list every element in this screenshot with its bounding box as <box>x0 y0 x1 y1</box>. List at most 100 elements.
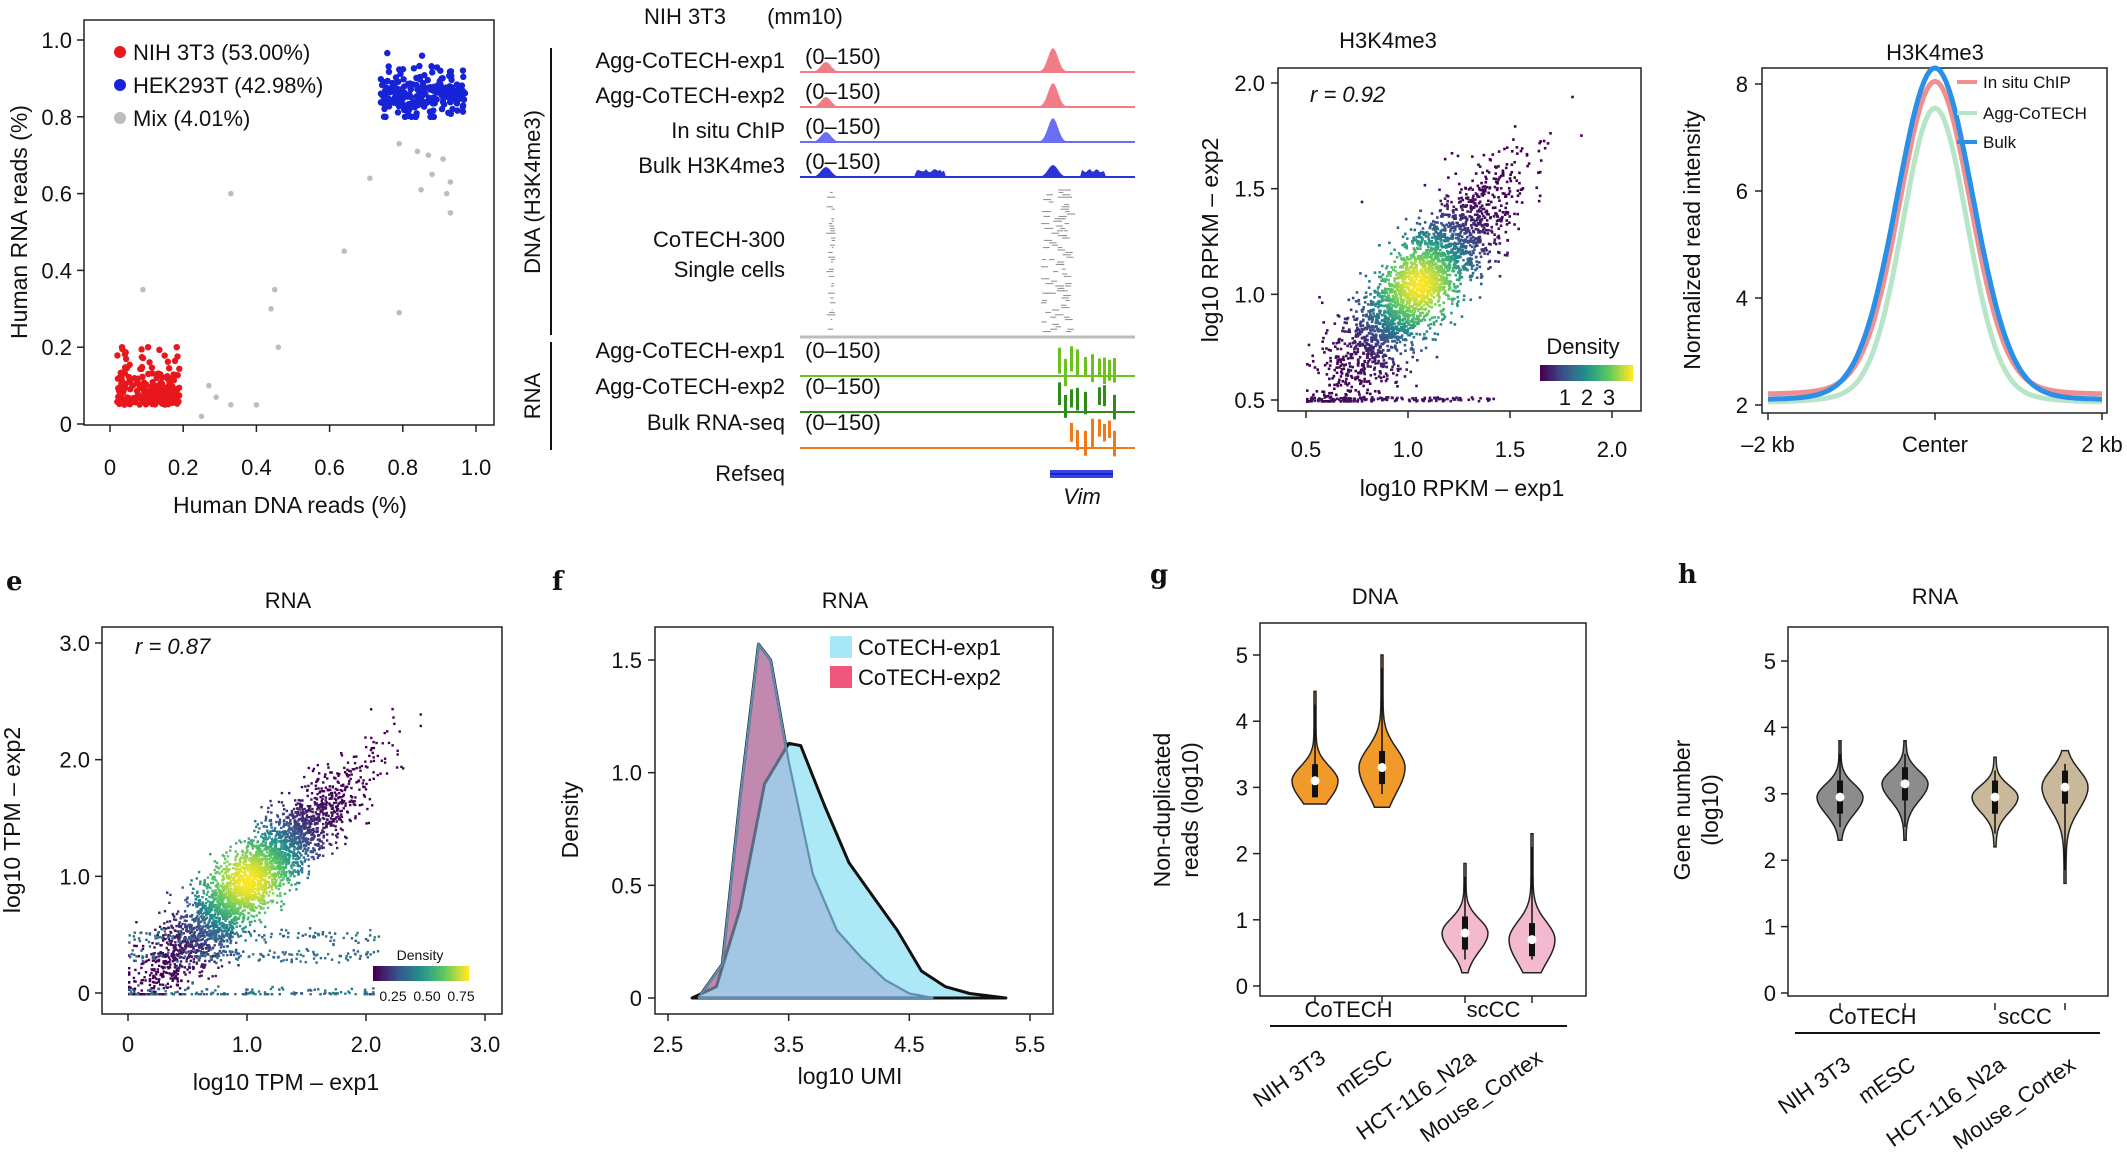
density-point <box>318 790 322 793</box>
density-point <box>1414 320 1417 324</box>
density-point <box>172 918 176 921</box>
density-point <box>314 784 318 787</box>
density-point <box>1373 325 1376 328</box>
density-point <box>1400 334 1404 337</box>
density-point <box>1363 326 1367 330</box>
density-point <box>1479 221 1482 225</box>
density-point <box>1431 275 1434 279</box>
density-point <box>1518 192 1522 195</box>
density-point <box>1494 242 1498 246</box>
density-point <box>1389 309 1392 313</box>
density-point <box>1448 262 1451 265</box>
density-point <box>1478 251 1482 255</box>
density-point <box>1379 275 1383 279</box>
density-point <box>239 841 243 844</box>
density-point <box>1427 263 1431 267</box>
density-point <box>1402 338 1405 342</box>
density-point <box>1469 238 1473 241</box>
colorbar-cell <box>1598 365 1603 381</box>
density-point <box>270 885 273 888</box>
density-point <box>1332 387 1336 391</box>
density-point <box>1474 227 1478 231</box>
panel-b-genome-browser: NIH 3T3 (mm10) DNA (H3K4me3) RNA Agg-CoT… <box>520 4 1135 509</box>
density-point <box>1414 250 1417 254</box>
density-point <box>240 896 244 899</box>
density-point <box>1394 283 1398 286</box>
density-point <box>1447 215 1451 218</box>
density-point <box>1417 231 1421 235</box>
density-point <box>1458 247 1462 251</box>
density-point <box>1410 256 1413 260</box>
point-nih3t3 <box>131 375 138 382</box>
density-point <box>128 966 131 970</box>
density-point <box>1439 310 1443 313</box>
density-point <box>1418 295 1422 299</box>
density-point <box>183 966 187 969</box>
density-point <box>1474 243 1478 247</box>
density-point <box>309 841 312 845</box>
density-point <box>1436 255 1440 259</box>
colorbar-cell <box>1617 365 1621 381</box>
density-point <box>259 905 263 909</box>
density-point <box>313 843 317 846</box>
density-point <box>1382 279 1386 283</box>
density-point <box>1474 204 1477 207</box>
point-nih3t3 <box>161 352 168 359</box>
density-point <box>1344 382 1347 385</box>
density-point <box>1436 241 1440 244</box>
density-point <box>204 917 208 921</box>
density-point <box>1457 223 1461 227</box>
point-nih3t3 <box>162 395 169 403</box>
density-point <box>1399 300 1403 303</box>
density-point <box>1428 290 1432 294</box>
x-tick-label: Center <box>1902 432 1968 457</box>
density-point <box>1501 169 1505 173</box>
density-point <box>288 846 291 849</box>
density-point <box>245 846 248 849</box>
density-point <box>1420 305 1423 309</box>
density-point <box>1395 294 1399 298</box>
density-point <box>237 935 240 938</box>
density-point <box>1463 205 1466 208</box>
point-nih3t3 <box>156 388 163 396</box>
density-point <box>1427 233 1431 236</box>
point-hek293t <box>394 109 402 116</box>
density-point <box>1343 317 1347 321</box>
rna-peak <box>1070 389 1073 408</box>
density-point <box>1384 372 1388 375</box>
density-point <box>1387 294 1391 297</box>
density-point <box>1458 238 1461 241</box>
density-point <box>1366 354 1370 358</box>
density-point <box>1369 292 1372 296</box>
density-point <box>337 774 340 777</box>
density-point <box>154 928 157 932</box>
density-point <box>1416 243 1420 246</box>
point-hek293t <box>429 100 437 107</box>
density-point <box>1469 200 1473 204</box>
density-point <box>1455 221 1458 225</box>
density-point <box>1401 235 1405 239</box>
density-point <box>272 866 276 870</box>
density-point <box>1406 282 1409 285</box>
density-point <box>1480 204 1484 208</box>
point-hek293t <box>459 108 467 115</box>
density-point <box>1442 259 1445 263</box>
density-point <box>1322 321 1326 324</box>
density-point <box>1380 291 1384 295</box>
density-point <box>1381 289 1384 293</box>
density-point <box>1420 290 1424 293</box>
panel-d-title: H3K4me3 <box>1886 40 1984 65</box>
density-point <box>157 952 160 955</box>
density-point <box>1328 377 1331 381</box>
density-point <box>1440 265 1444 269</box>
density-point <box>1383 398 1386 401</box>
density-point <box>1394 269 1397 273</box>
density-point <box>1482 230 1485 234</box>
density-point <box>1360 397 1363 401</box>
density-point <box>1356 398 1360 401</box>
density-point <box>1513 125 1517 128</box>
density-point <box>313 796 317 800</box>
density-point <box>1388 356 1391 360</box>
density-point <box>1487 267 1490 271</box>
density-point <box>1425 330 1429 333</box>
